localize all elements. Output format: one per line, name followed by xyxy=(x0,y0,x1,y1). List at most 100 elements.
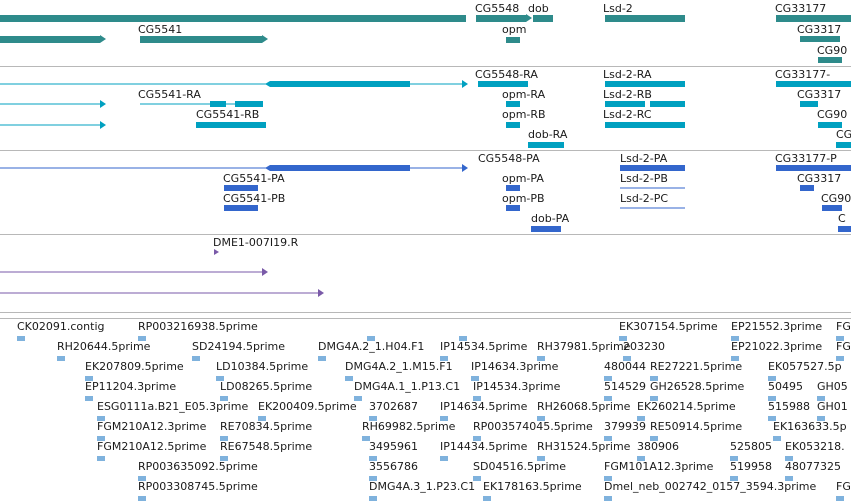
est-label[interactable]: 525805 xyxy=(730,440,772,453)
est-label[interactable]: EK200409.5prime xyxy=(258,400,357,413)
est-glyph[interactable] xyxy=(785,456,793,461)
est-glyph[interactable] xyxy=(471,376,479,381)
est-label[interactable]: EK057527.5p xyxy=(768,360,842,373)
est-label[interactable]: IP14634.3prime xyxy=(471,360,559,373)
transcript-exon[interactable] xyxy=(650,101,685,107)
est-label[interactable]: RH69982.5prime xyxy=(362,420,456,433)
est-glyph[interactable] xyxy=(220,456,228,461)
est-label[interactable]: 3702687 xyxy=(369,400,418,413)
transcript-exon[interactable] xyxy=(196,122,266,128)
est-glyph[interactable] xyxy=(836,496,844,501)
est-label[interactable]: EK053218. xyxy=(785,440,845,453)
protein-exon[interactable] xyxy=(224,185,258,191)
est-glyph[interactable] xyxy=(650,376,658,381)
est-glyph[interactable] xyxy=(619,336,627,341)
est-glyph[interactable] xyxy=(369,476,377,481)
est-glyph[interactable] xyxy=(440,356,448,361)
est-label[interactable]: RP003635092.5prime xyxy=(138,460,258,473)
gene-label[interactable]: Lsd-2 xyxy=(603,2,633,15)
est-glyph[interactable] xyxy=(537,416,545,421)
est-glyph[interactable] xyxy=(345,376,353,381)
gene-glyph[interactable] xyxy=(0,15,466,22)
transcript-exon[interactable] xyxy=(776,81,851,87)
est-label[interactable]: FGM210A12.3prime xyxy=(97,420,207,433)
est-glyph[interactable] xyxy=(57,356,65,361)
protein-exon[interactable] xyxy=(506,185,520,191)
est-glyph[interactable] xyxy=(623,356,631,361)
est-label[interactable]: RP003216938.5prime xyxy=(138,320,258,333)
gene-glyph[interactable] xyxy=(506,37,520,43)
transcript-label[interactable]: CG90 xyxy=(817,108,848,121)
est-glyph[interactable] xyxy=(650,436,658,441)
est-glyph[interactable] xyxy=(440,416,448,421)
transcript-exon[interactable] xyxy=(818,122,842,128)
est-glyph[interactable] xyxy=(637,416,645,421)
est-glyph[interactable] xyxy=(473,436,481,441)
protein-label[interactable]: Lsd-2-PC xyxy=(620,192,669,205)
gene-label[interactable]: CG5541 xyxy=(138,23,183,36)
est-label[interactable]: FGM101A12.3prime xyxy=(604,460,714,473)
protein-label[interactable]: C xyxy=(838,212,846,225)
est-glyph[interactable] xyxy=(85,396,93,401)
est-label[interactable]: RP003308745.5prime xyxy=(138,480,258,493)
est-label[interactable]: EK178163.5prime xyxy=(483,480,582,493)
gene-label[interactable]: CG33177 xyxy=(775,2,827,15)
est-label[interactable]: 379939 xyxy=(604,420,646,433)
gene-glyph[interactable] xyxy=(776,15,851,22)
transcript-label[interactable]: CG5541-RA xyxy=(138,88,201,101)
est-label[interactable]: FGM210A12.5prime xyxy=(97,440,207,453)
gene-glyph[interactable] xyxy=(818,57,842,63)
est-label[interactable]: 203230 xyxy=(623,340,665,353)
est-glyph[interactable] xyxy=(604,476,612,481)
est-label[interactable]: RH26068.5prime xyxy=(537,400,631,413)
est-label[interactable]: RP003574045.5prime xyxy=(473,420,593,433)
transcript-label[interactable]: Lsd-2-RB xyxy=(603,88,652,101)
est-glyph[interactable] xyxy=(138,336,146,341)
est-glyph[interactable] xyxy=(369,456,377,461)
est-label[interactable]: DMG4A.2_1.M15.F1 xyxy=(345,360,453,373)
est-glyph[interactable] xyxy=(817,416,825,421)
est-label[interactable]: LD08265.5prime xyxy=(220,380,313,393)
est-label[interactable]: EP21552.3prime xyxy=(731,320,823,333)
transcript-exon[interactable] xyxy=(605,81,685,87)
est-glyph[interactable] xyxy=(318,356,326,361)
est-label[interactable]: GH05 xyxy=(817,380,848,393)
gene-label[interactable]: opm xyxy=(502,23,527,36)
est-label[interactable]: 515988 xyxy=(768,400,810,413)
est-label[interactable]: IP14534.5prime xyxy=(440,340,528,353)
est-label[interactable]: IP14534.3prime xyxy=(473,380,561,393)
est-glyph[interactable] xyxy=(817,396,825,401)
protein-label[interactable]: CG5541-PA xyxy=(223,172,285,185)
protein-exon[interactable] xyxy=(838,226,851,232)
est-label[interactable]: 3556786 xyxy=(369,460,418,473)
gene-glyph[interactable] xyxy=(476,15,526,22)
est-glyph[interactable] xyxy=(604,496,612,501)
est-label[interactable]: FG xyxy=(836,480,851,493)
transcript-exon[interactable] xyxy=(528,142,564,148)
est-glyph[interactable] xyxy=(440,456,448,461)
est-label[interactable]: EK307154.5prime xyxy=(619,320,718,333)
est-label[interactable]: RE67548.5prime xyxy=(220,440,313,453)
est-label[interactable]: IP14434.5prime xyxy=(440,440,528,453)
est-label[interactable]: RH37981.5prime xyxy=(537,340,631,353)
transcript-label[interactable]: dob-RA xyxy=(528,128,568,141)
transcript-exon[interactable] xyxy=(478,81,528,87)
cdna-label[interactable]: DME1-007I19.R xyxy=(213,236,299,249)
est-label[interactable]: SD24194.5prime xyxy=(192,340,285,353)
protein-label[interactable]: CG5548-PA xyxy=(478,152,540,165)
protein-exon[interactable] xyxy=(776,165,851,171)
transcript-exon[interactable] xyxy=(235,101,263,107)
est-label[interactable]: LD10384.5prime xyxy=(216,360,309,373)
protein-label[interactable]: opm-PB xyxy=(502,192,545,205)
est-glyph[interactable] xyxy=(459,336,467,341)
est-glyph[interactable] xyxy=(369,496,377,501)
est-glyph[interactable] xyxy=(97,416,105,421)
est-glyph[interactable] xyxy=(836,356,844,361)
est-glyph[interactable] xyxy=(785,476,793,481)
gene-glyph[interactable] xyxy=(0,36,100,43)
est-label[interactable]: FG xyxy=(836,340,851,353)
protein-label[interactable]: CG33177-P xyxy=(775,152,837,165)
est-glyph[interactable] xyxy=(731,356,739,361)
transcript-label[interactable]: opm-RB xyxy=(502,108,546,121)
est-label[interactable]: RH31524.5prime xyxy=(537,440,631,453)
